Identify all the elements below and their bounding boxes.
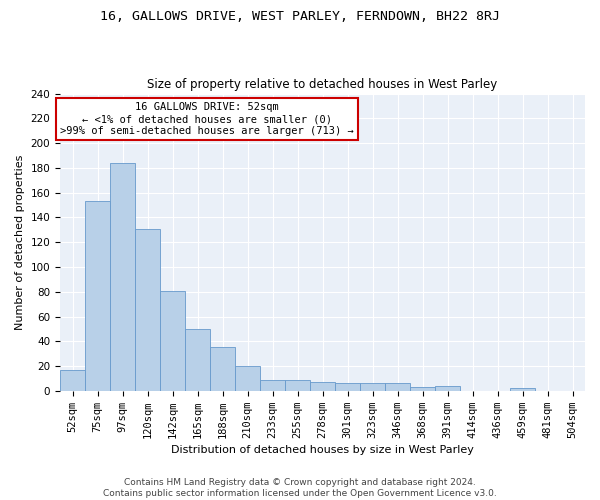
Bar [410,387,435,391]
Bar [260,380,285,391]
Text: 16 GALLOWS DRIVE: 52sqm
← <1% of detached houses are smaller (0)
>99% of semi-de: 16 GALLOWS DRIVE: 52sqm ← <1% of detache… [60,102,354,136]
Title: Size of property relative to detached houses in West Parley: Size of property relative to detached ho… [148,78,497,91]
Y-axis label: Number of detached properties: Number of detached properties [15,154,25,330]
Bar [510,388,535,391]
Bar [435,386,460,391]
Bar [235,366,260,391]
Bar [285,380,310,391]
Bar [160,290,185,391]
Bar [135,228,160,391]
Bar [110,163,135,391]
Bar [210,348,235,391]
Text: 16, GALLOWS DRIVE, WEST PARLEY, FERNDOWN, BH22 8RJ: 16, GALLOWS DRIVE, WEST PARLEY, FERNDOWN… [100,10,500,23]
Text: Contains HM Land Registry data © Crown copyright and database right 2024.
Contai: Contains HM Land Registry data © Crown c… [103,478,497,498]
Bar [385,384,410,391]
Bar [60,370,85,391]
X-axis label: Distribution of detached houses by size in West Parley: Distribution of detached houses by size … [171,445,474,455]
Bar [310,382,335,391]
Bar [185,329,210,391]
Bar [85,202,110,391]
Bar [335,384,360,391]
Bar [360,384,385,391]
